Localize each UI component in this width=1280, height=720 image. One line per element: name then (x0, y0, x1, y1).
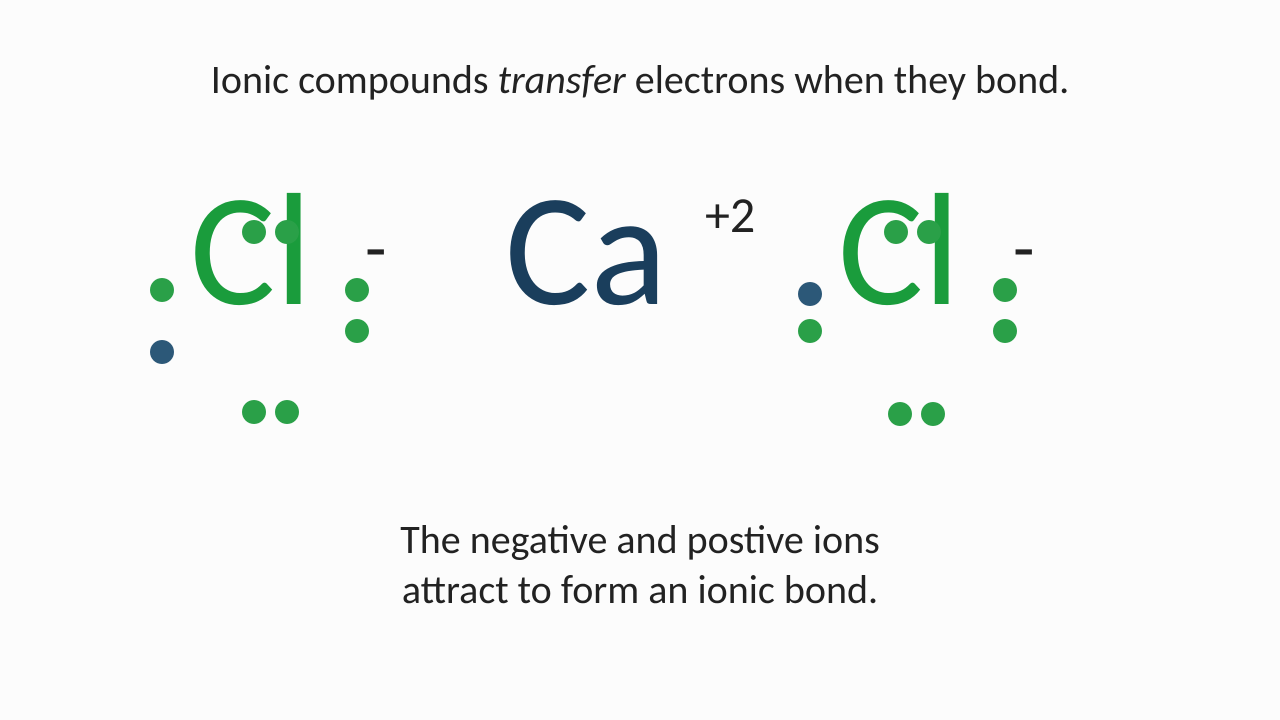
ion-charge: - (365, 205, 386, 291)
title-text: Ionic compounds transfer electrons when … (0, 55, 1280, 104)
electron-dot (345, 319, 369, 343)
electron-dot (242, 400, 266, 424)
ion-charge: +2 (705, 185, 755, 246)
ion-symbol: Cl (190, 170, 312, 330)
electron-dot (888, 402, 912, 426)
title-pre: Ionic compounds (211, 55, 498, 104)
electron-dot (150, 278, 174, 302)
electron-dot (275, 400, 299, 424)
electron-dot (917, 220, 941, 244)
ion-cl_left: Cl- (190, 170, 312, 330)
electron-dot (993, 278, 1017, 302)
caption-line2: attract to form an ionic bond. (402, 565, 878, 614)
electron-dot (993, 319, 1017, 343)
electron-dot (884, 220, 908, 244)
ion-symbol: Ca (505, 170, 667, 330)
caption-text: The negative and postive ions attract to… (0, 515, 1280, 615)
ion-cl_right: Cl- (838, 170, 960, 330)
electron-dot (798, 282, 822, 306)
electron-dot (150, 340, 174, 364)
electron-dot (275, 220, 299, 244)
ion-ca: Ca+2 (505, 170, 667, 330)
electron-dot (798, 319, 822, 343)
title-post: electrons when they bond. (626, 55, 1069, 104)
caption-line1: The negative and postive ions (400, 515, 880, 564)
electron-dot (242, 220, 266, 244)
title-italic: transfer (498, 55, 626, 104)
electron-dot (921, 402, 945, 426)
lewis-diagram: Cl-Ca+2Cl- (0, 170, 1280, 450)
ion-symbol: Cl (838, 170, 960, 330)
electron-dot (345, 278, 369, 302)
ion-charge: - (1013, 205, 1034, 291)
